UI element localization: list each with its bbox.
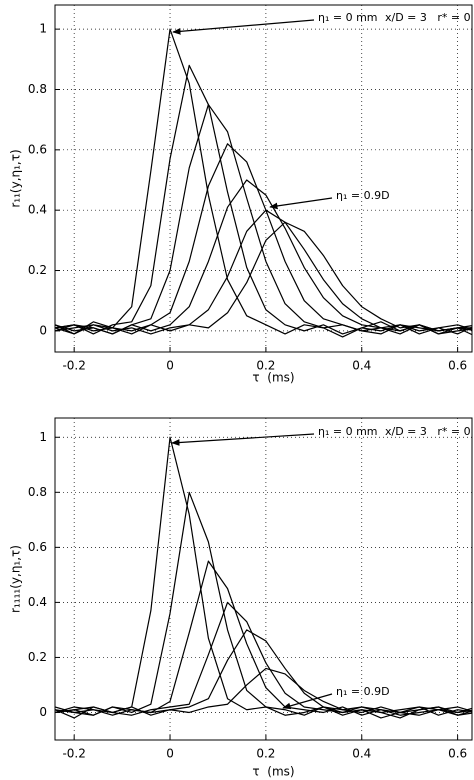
x-tick-label: 0	[166, 359, 174, 373]
data-line	[55, 64, 472, 335]
x-tick-label: -0.2	[62, 747, 85, 761]
data-line	[55, 436, 472, 719]
y-tick-label: 0	[39, 323, 47, 337]
x-axis-label: τ (ms)	[252, 371, 294, 385]
data-line	[55, 179, 472, 335]
x-tick-label: 0.6	[448, 747, 467, 761]
y-tick-label: 0.8	[28, 485, 47, 499]
y-tick-label: 1	[39, 22, 47, 36]
x-tick-label: 0.2	[256, 747, 275, 761]
annotation: η₁ = 0 mm	[318, 425, 378, 438]
x-tick-label: 0.4	[352, 359, 371, 373]
x-axis-label: τ (ms)	[252, 765, 294, 779]
annotation-arrow	[269, 197, 333, 210]
y-tick-label: 0.6	[28, 540, 47, 554]
data-line	[55, 28, 472, 338]
data-line	[55, 209, 472, 335]
y-tick-label: 0.4	[28, 203, 47, 217]
data-line	[55, 221, 472, 335]
plot-frame	[54, 417, 473, 741]
data-line	[55, 629, 472, 716]
y-tick-label: 0	[39, 705, 47, 719]
annotation: η₁ = 0.9D	[336, 189, 390, 202]
annotation-arrow	[172, 19, 315, 35]
annotation-arrow	[282, 693, 333, 710]
annotation-arrow	[171, 433, 315, 446]
x-tick-label: 0.6	[448, 359, 467, 373]
data-line	[55, 601, 472, 716]
data-line	[55, 103, 472, 336]
y-tick-label: 0.2	[28, 650, 47, 664]
annotation: x/D = 3 r* = 0	[385, 425, 471, 438]
data-line	[55, 491, 472, 719]
y-tick-label: 1	[39, 430, 47, 444]
annotation: η₁ = 0.9D	[336, 685, 390, 698]
plot-frame	[54, 4, 473, 353]
y-tick-label: 0.2	[28, 263, 47, 277]
y-tick-label: 0.6	[28, 142, 47, 156]
annotation: η₁ = 0 mm	[318, 11, 378, 24]
annotation: x/D = 3 r* = 0	[385, 11, 471, 24]
y-tick-label: 0.4	[28, 595, 47, 609]
x-tick-label: 0	[166, 747, 174, 761]
data-line	[55, 560, 472, 716]
y-axis-label: r₁₁(y,η₁,τ)	[9, 149, 23, 207]
y-axis-label: r₁₁₁₁(y,η₁,τ)	[9, 545, 23, 613]
x-tick-label: -0.2	[62, 359, 85, 373]
x-tick-label: 0.4	[352, 747, 371, 761]
data-line	[55, 667, 472, 716]
y-tick-label: 0.8	[28, 82, 47, 96]
x-tick-label: 0.2	[256, 359, 275, 373]
